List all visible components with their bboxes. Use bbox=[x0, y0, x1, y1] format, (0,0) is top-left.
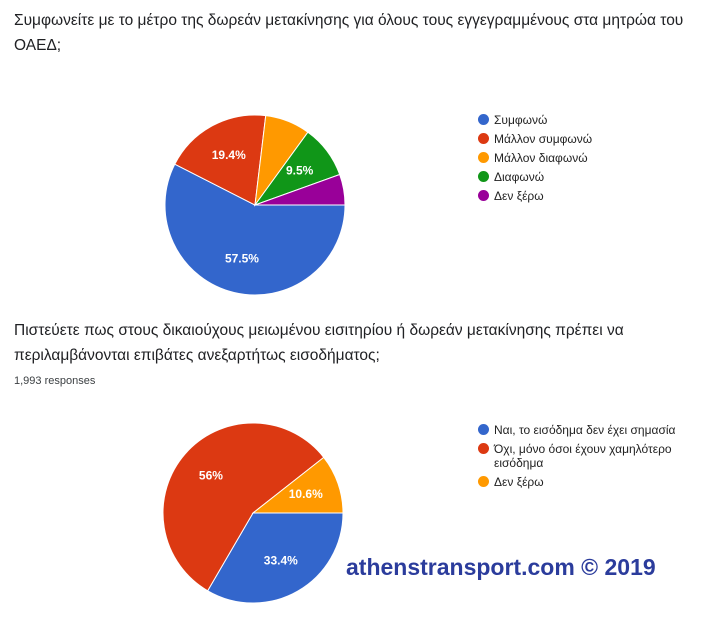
legend-swatch bbox=[478, 114, 489, 125]
legend-item: Δεν ξέρω bbox=[478, 475, 693, 489]
slice-label: 19.4% bbox=[212, 148, 246, 162]
slice-label: 56% bbox=[199, 469, 223, 483]
slice-label: 10.6% bbox=[289, 487, 323, 501]
slice-label: 57.5% bbox=[225, 251, 259, 265]
watermark: athenstransport.com © 2019 bbox=[346, 554, 656, 580]
legend: Συμφωνώ Μάλλον συμφωνώ Μάλλον διαφωνώ Διαφω… bbox=[478, 113, 693, 208]
response-count: 1,993 responses bbox=[14, 375, 96, 387]
legend-label: Δεν ξέρω bbox=[494, 475, 544, 489]
slice-label: 9.5% bbox=[286, 164, 314, 178]
legend-label: Μάλλον συμφωνώ bbox=[494, 132, 593, 146]
legend-item: Ναι, το εισόδημα δεν έχει σημασία bbox=[478, 423, 693, 437]
legend-item: Μάλλον διαφωνώ bbox=[478, 151, 693, 165]
legend-label: Μάλλον διαφωνώ bbox=[494, 151, 588, 165]
legend-swatch bbox=[478, 424, 489, 435]
legend-swatch bbox=[478, 443, 489, 454]
legend-label: Διαφωνώ bbox=[494, 170, 545, 184]
legend-item: Συμφωνώ bbox=[478, 113, 693, 127]
legend-label: Ναι, το εισόδημα δεν έχει σημασία bbox=[494, 423, 676, 437]
legend-swatch bbox=[478, 190, 489, 201]
legend-item: Όχι, μόνο όσοι έχουν χαμηλότερο εισόδημα bbox=[478, 442, 693, 470]
legend-label: Συμφωνώ bbox=[494, 113, 548, 127]
pie-slice bbox=[206, 512, 344, 604]
legend: Ναι, το εισόδημα δεν έχει σημασία Όχι, μό… bbox=[478, 423, 693, 494]
pie-slice bbox=[164, 163, 346, 296]
pie-slice bbox=[174, 114, 267, 206]
pie-slice bbox=[251, 456, 344, 514]
legend-item: Διαφωνώ bbox=[478, 170, 693, 184]
legend-swatch bbox=[478, 476, 489, 487]
slice-label: 33.4% bbox=[264, 554, 298, 568]
legend-swatch bbox=[478, 152, 489, 163]
legend-item: Μάλλον συμφωνώ bbox=[478, 132, 693, 146]
pie-slice bbox=[254, 173, 346, 206]
legend-item: Δεν ξέρω bbox=[478, 189, 693, 203]
chart-title: Συμφωνείτε με το μέτρο της δωρεάν μετακί… bbox=[14, 12, 684, 54]
legend-swatch bbox=[478, 133, 489, 144]
pie-slice bbox=[162, 422, 325, 592]
legend-label: Δεν ξέρω bbox=[494, 189, 544, 203]
chart-title: Πιστεύετε πως στους δικαιούχους μειωμένο… bbox=[14, 322, 624, 364]
legend-label: Όχι, μόνο όσοι έχουν χαμηλότερο εισόδημα bbox=[494, 442, 672, 470]
legend-swatch bbox=[478, 171, 489, 182]
